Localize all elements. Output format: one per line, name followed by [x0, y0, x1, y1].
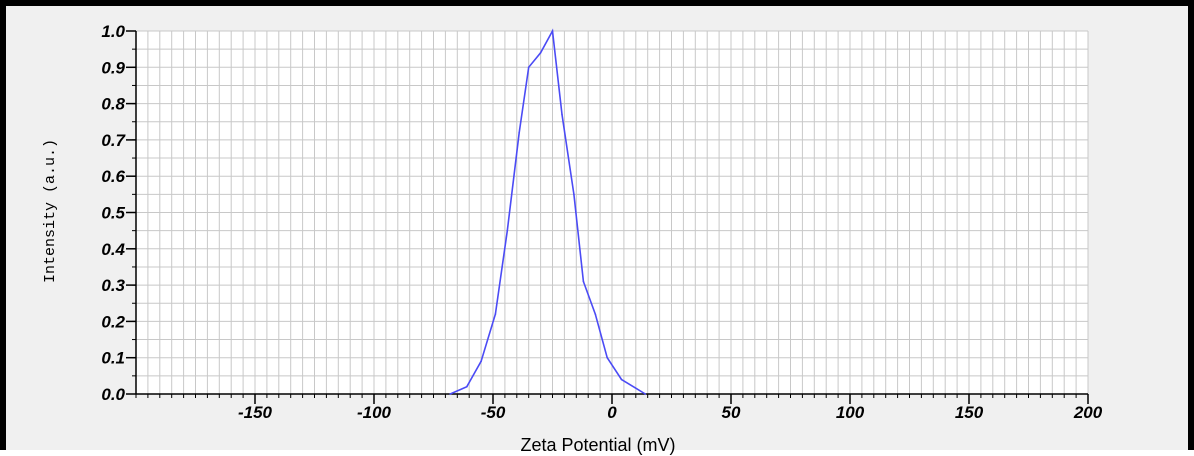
data-point	[582, 280, 585, 283]
x-tick-label: 150	[955, 403, 984, 422]
data-point	[606, 356, 609, 359]
x-tick-label: -150	[238, 403, 273, 422]
data-point	[594, 313, 597, 315]
y-tick-label: 0.0	[101, 385, 125, 404]
y-tick-label: 0.6	[101, 167, 125, 186]
data-point	[561, 113, 563, 116]
x-tick-label: -50	[481, 403, 506, 422]
data-point	[449, 393, 451, 395]
y-tick-label: 0.2	[101, 312, 125, 331]
tick-labels: -150 -100 -50 0 50 100 150 200 0.0 0.1 0.2 0.3 0.4 0.…	[101, 22, 1102, 422]
zeta-potential-chart: -150 -100 -50 0 50 100 150 200 0.0 0.1 0.2 0.3 0.4 0.…	[42, 22, 1103, 455]
y-axis-title: Intensity (a.u.)	[42, 139, 59, 283]
series-line	[449, 28, 646, 395]
data-point	[466, 385, 468, 388]
data-point	[480, 360, 482, 363]
x-tick-label: 0	[607, 403, 617, 422]
data-point	[494, 313, 497, 315]
x-tick-label: 50	[722, 403, 741, 422]
x-tick-label: 100	[836, 403, 865, 422]
data-point	[620, 378, 623, 381]
data-point	[573, 193, 575, 196]
y-tick-label: 0.8	[101, 95, 125, 114]
axes	[126, 30, 1089, 404]
y-tick-label: 0.1	[101, 349, 125, 368]
x-axis-title: Zeta Potential (mV)	[520, 435, 675, 455]
data-point	[518, 131, 520, 134]
y-tick-label: 1.0	[101, 22, 125, 41]
x-tick-label: 200	[1073, 403, 1103, 422]
data-point	[551, 30, 554, 32]
y-tick-label: 0.9	[101, 58, 125, 77]
grid	[135, 30, 1089, 395]
data-point	[506, 229, 509, 232]
x-tick-label: -100	[357, 403, 392, 422]
y-tick-label: 0.3	[101, 276, 125, 295]
y-tick-label: 0.5	[101, 204, 125, 223]
y-tick-label: 0.4	[101, 240, 125, 259]
data-point	[527, 66, 530, 69]
data-point	[644, 393, 647, 395]
y-tick-label: 0.7	[101, 131, 126, 150]
series-layer	[449, 28, 647, 395]
data-point	[539, 51, 542, 54]
